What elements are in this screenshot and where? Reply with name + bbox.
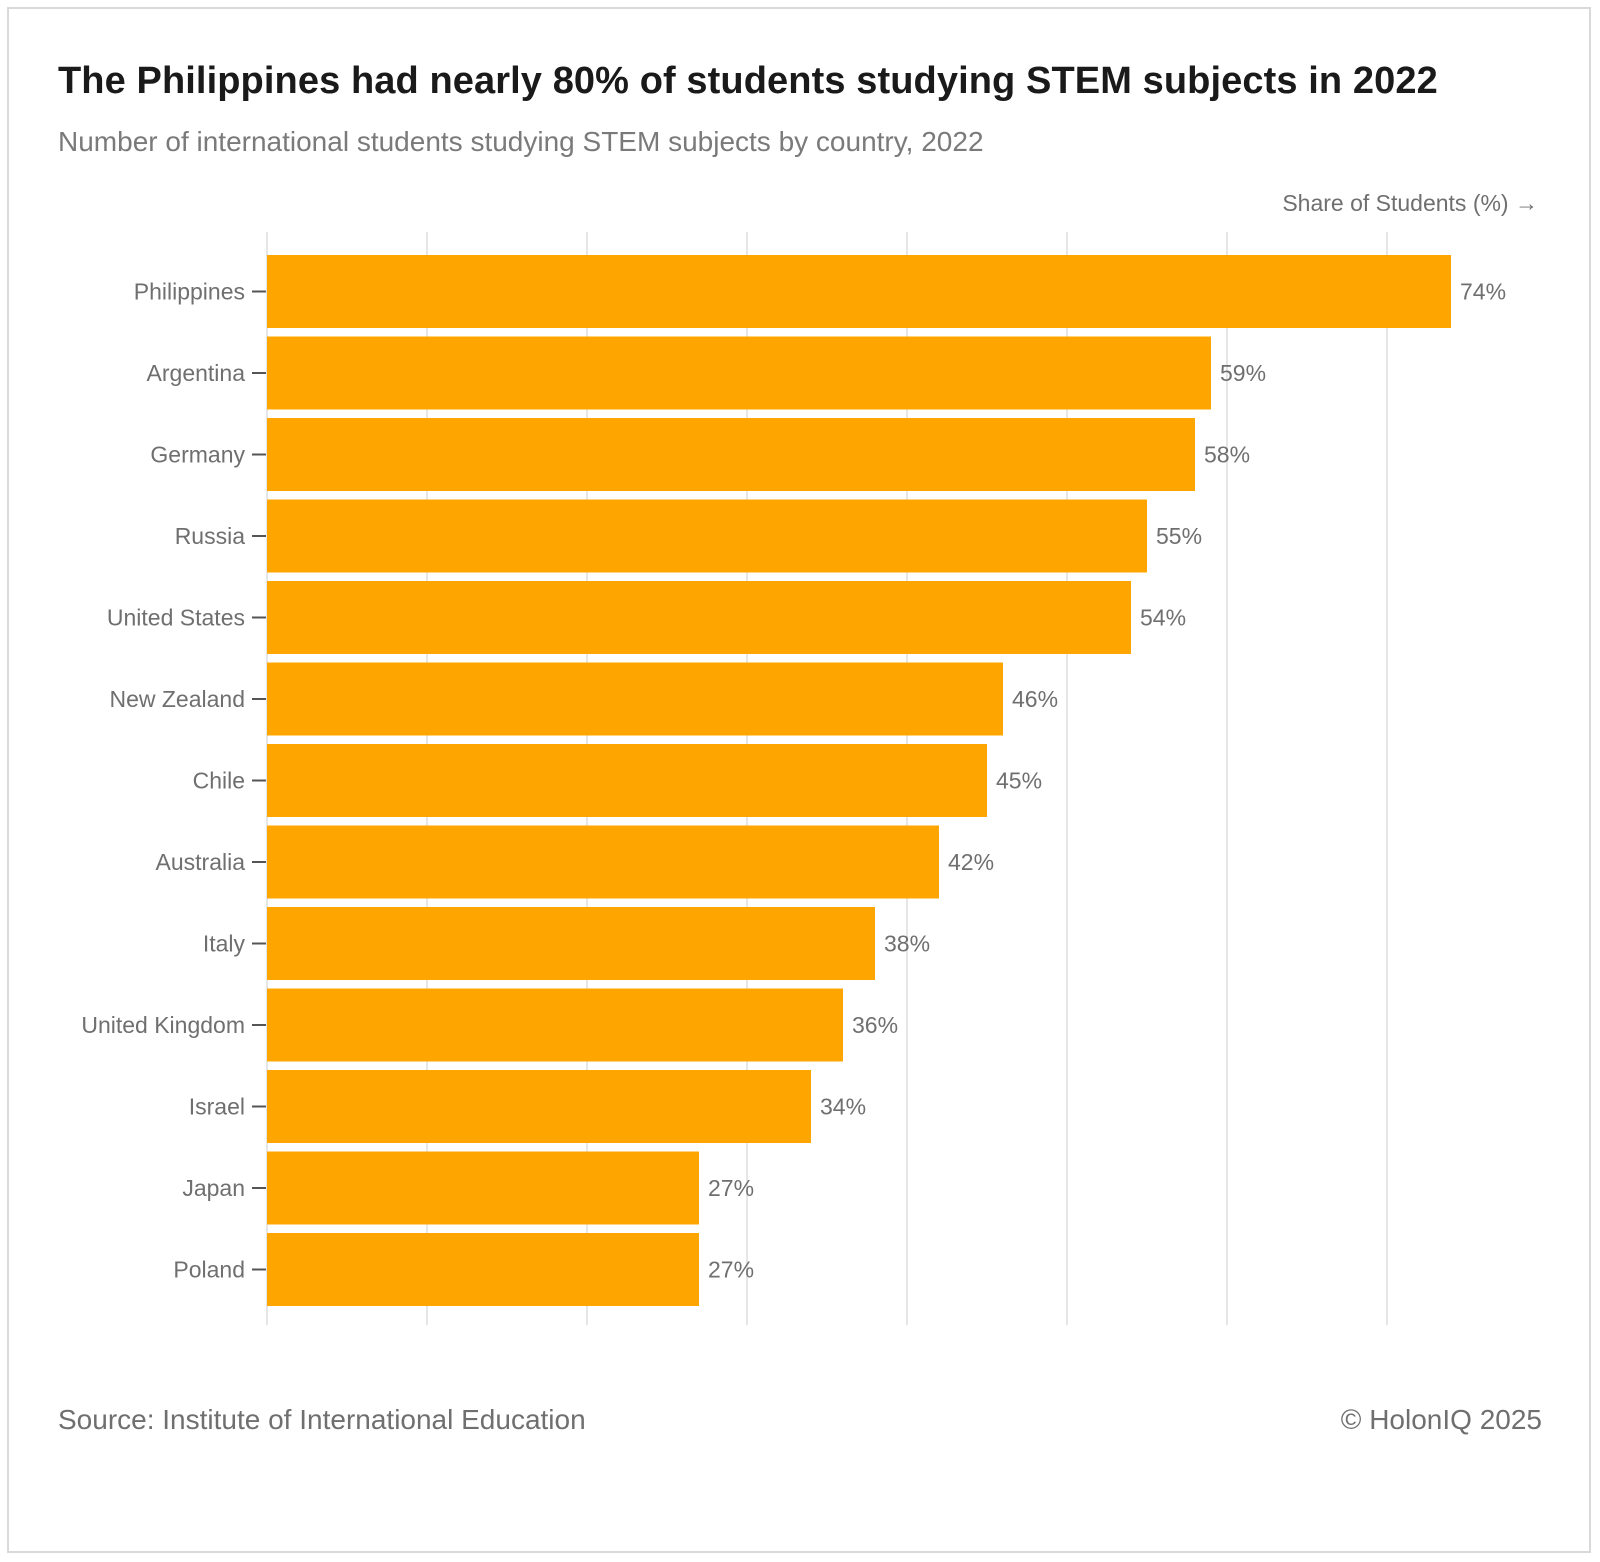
y-tick-label: Argentina bbox=[147, 360, 246, 386]
data-label: 42% bbox=[948, 849, 994, 875]
bar-israel bbox=[267, 1070, 811, 1143]
y-tick-label: Chile bbox=[193, 768, 245, 794]
y-tick-label: Japan bbox=[182, 1175, 245, 1201]
bar-argentina bbox=[267, 336, 1211, 410]
copyright-note: © HolonIQ 2025 bbox=[1340, 1404, 1542, 1435]
y-tick-label: Israel bbox=[189, 1094, 245, 1120]
chart-subtitle: Number of international students studyin… bbox=[58, 126, 984, 157]
y-tick-label: Russia bbox=[175, 523, 246, 549]
data-label: 46% bbox=[1012, 686, 1058, 712]
y-tick-label: Poland bbox=[173, 1257, 245, 1283]
data-label: 59% bbox=[1220, 360, 1266, 386]
y-tick-label: Germany bbox=[150, 442, 245, 468]
bar-chile bbox=[267, 744, 987, 817]
data-label: 38% bbox=[884, 931, 930, 957]
data-label: 58% bbox=[1204, 442, 1250, 468]
bar-russia bbox=[267, 499, 1147, 573]
data-label: 27% bbox=[708, 1257, 754, 1283]
y-tick-label: New Zealand bbox=[109, 686, 245, 712]
bar-philippines bbox=[267, 255, 1451, 328]
bar-japan bbox=[267, 1151, 699, 1225]
y-tick-label: United Kingdom bbox=[81, 1012, 245, 1038]
data-label: 45% bbox=[996, 768, 1042, 794]
label-layer: Philippines 74% Argentina 59% Germany 58% Russ… bbox=[81, 279, 1506, 1283]
bar-australia bbox=[267, 825, 939, 899]
data-label: 36% bbox=[852, 1012, 898, 1038]
bar-layer bbox=[267, 255, 1451, 1306]
source-note: Source: Institute of International Educa… bbox=[58, 1404, 586, 1435]
bar-italy bbox=[267, 907, 875, 980]
data-label: 27% bbox=[708, 1175, 754, 1201]
x-axis-label: Share of Students (%) → bbox=[1282, 190, 1538, 216]
bar-poland bbox=[267, 1233, 699, 1306]
data-label: 34% bbox=[820, 1094, 866, 1120]
bar-united-kingdom bbox=[267, 988, 843, 1062]
data-label: 54% bbox=[1140, 605, 1186, 631]
bar-united-states bbox=[267, 581, 1131, 654]
chart-title: The Philippines had nearly 80% of studen… bbox=[58, 60, 1438, 102]
y-tick-label: United States bbox=[107, 605, 245, 631]
bar-new-zealand bbox=[267, 662, 1003, 736]
data-label: 74% bbox=[1460, 279, 1506, 305]
data-label: 55% bbox=[1156, 523, 1202, 549]
y-tick-label: Philippines bbox=[134, 279, 245, 305]
y-tick-label: Australia bbox=[156, 849, 246, 875]
bar-germany bbox=[267, 418, 1195, 491]
y-tick-label: Italy bbox=[203, 931, 246, 957]
